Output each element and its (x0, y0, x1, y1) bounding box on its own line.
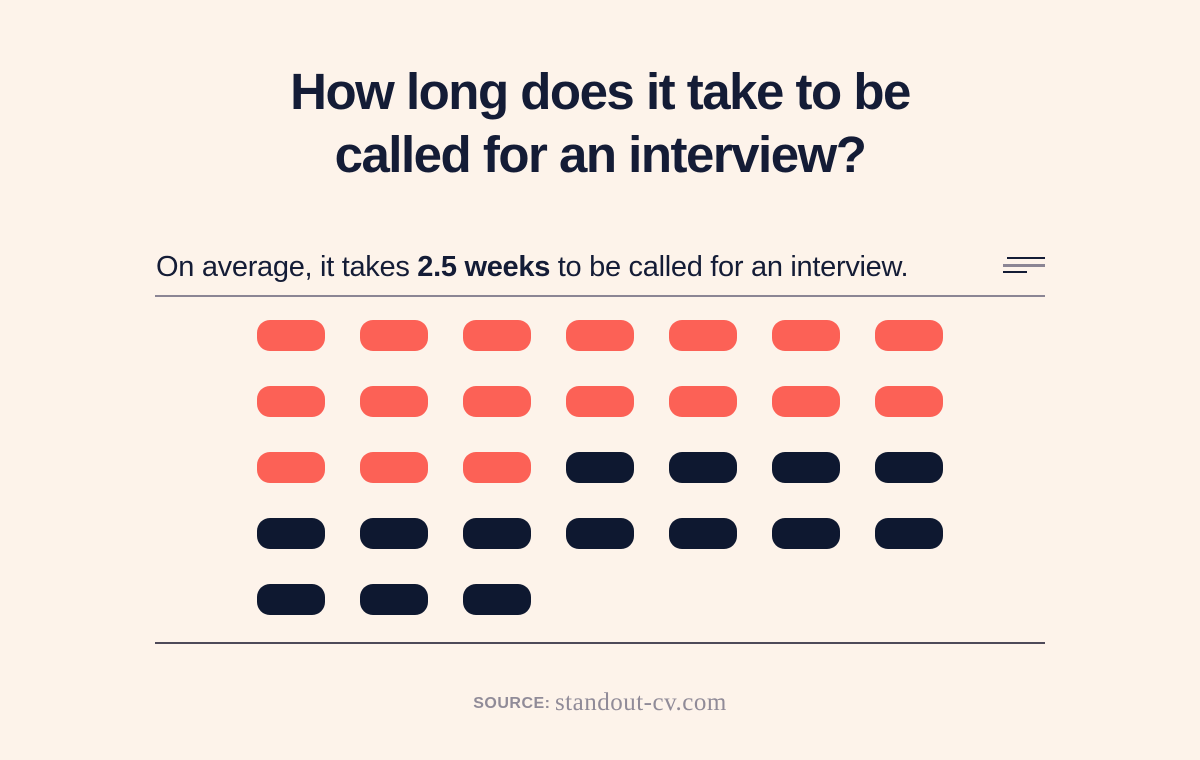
list-lines-icon-bar-middle (1003, 264, 1045, 267)
pill-highlight-r1c7 (875, 320, 943, 351)
pill-highlight-r3c2 (360, 452, 428, 483)
annotation-prefix: On average, it takes (156, 251, 418, 283)
chart-annotation: On average, it takes 2.5 weeks to be cal… (156, 250, 996, 284)
pill-highlight-r1c5 (669, 320, 737, 351)
pill-highlight-r2c6 (772, 386, 840, 417)
pill-highlight-r2c5 (669, 386, 737, 417)
list-lines-icon-bar-bottom (1003, 271, 1027, 273)
pill-plain-r5c1 (257, 584, 325, 615)
pill-plain-r3c4 (566, 452, 634, 483)
pill-highlight-r3c1 (257, 452, 325, 483)
page-title-line1: How long does it take to be (290, 63, 911, 120)
pill-plain-r5c2 (360, 584, 428, 615)
pill-plain-r5c3 (463, 584, 531, 615)
pill-plain-r4c1 (257, 518, 325, 549)
pill-plain-r3c5 (669, 452, 737, 483)
pill-highlight-r2c3 (463, 386, 531, 417)
source-line: SOURCE: standout-cv.com (0, 689, 1200, 717)
pill-highlight-r1c2 (360, 320, 428, 351)
annotation-highlight: 2.5 weeks (417, 251, 551, 283)
source-link: standout-cv.com (554, 689, 727, 716)
pill-plain-r3c6 (772, 452, 840, 483)
pill-highlight-r1c4 (566, 320, 634, 351)
pill-plain-r4c3 (463, 518, 531, 549)
source-label: SOURCE: (473, 695, 551, 712)
pill-plain-r4c5 (669, 518, 737, 549)
annotation-suffix: to be called for an interview. (550, 251, 909, 283)
pill-highlight-r2c1 (257, 386, 325, 417)
pill-highlight-r1c6 (772, 320, 840, 351)
pill-plain-r4c4 (566, 518, 634, 549)
pill-plain-r4c6 (772, 518, 840, 549)
page-title: How long does it take to be called for a… (0, 60, 1200, 186)
divider-bottom (155, 642, 1045, 644)
pill-highlight-r1c1 (257, 320, 325, 351)
pill-highlight-r2c4 (566, 386, 634, 417)
pill-plain-r4c2 (360, 518, 428, 549)
list-lines-icon-bar-top (1007, 257, 1045, 259)
pill-plain-r3c7 (875, 452, 943, 483)
pill-highlight-r2c2 (360, 386, 428, 417)
pill-highlight-r2c7 (875, 386, 943, 417)
list-lines-icon (1003, 257, 1045, 274)
pill-plain-r4c7 (875, 518, 943, 549)
divider-top (155, 295, 1045, 297)
pictograph-grid (257, 320, 943, 615)
pill-highlight-r1c3 (463, 320, 531, 351)
pill-highlight-r3c3 (463, 452, 531, 483)
page-title-line2: called for an interview? (334, 126, 867, 183)
